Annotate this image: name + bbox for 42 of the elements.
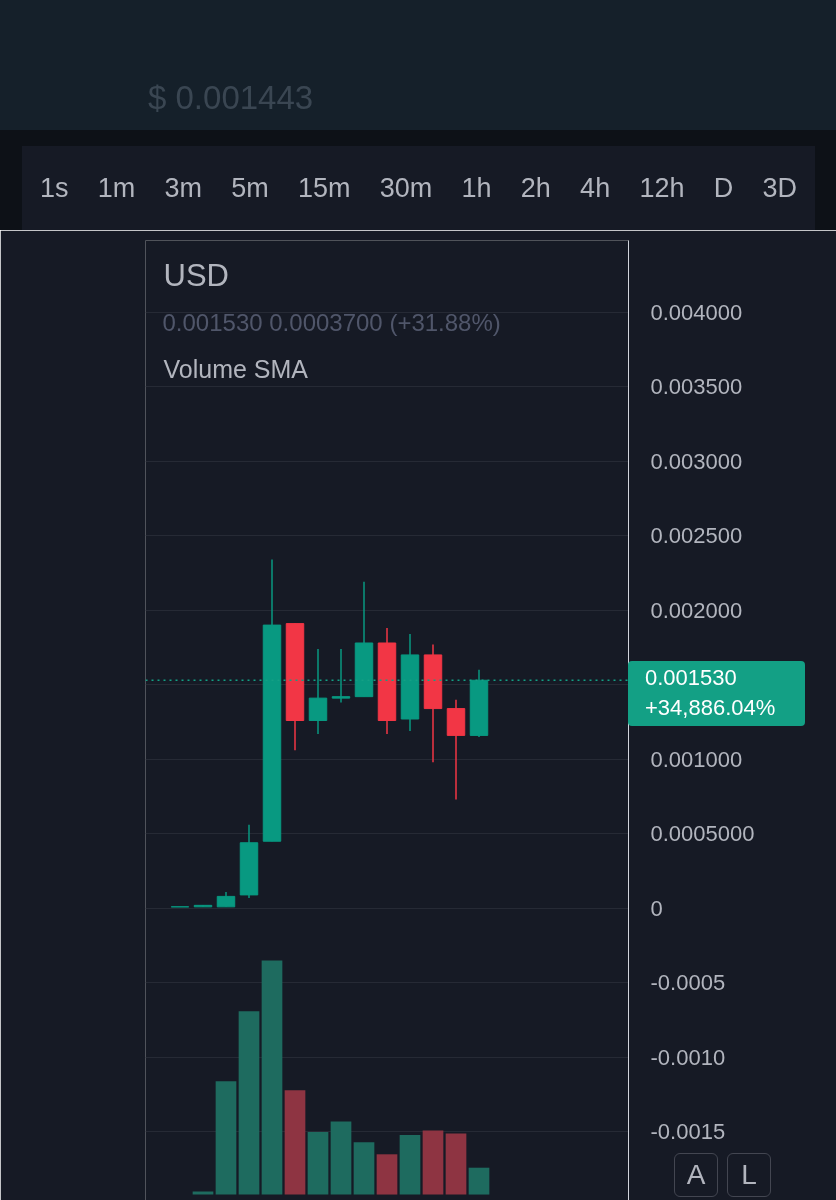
bar	[399, 1134, 421, 1195]
y-tick-label: 0.001000	[650, 746, 743, 772]
bar	[284, 1090, 306, 1195]
text: 2h	[520, 171, 551, 205]
bar	[238, 1011, 260, 1195]
ref-line-label: 0.001530 +34,886.04%	[645, 663, 777, 722]
text: D	[713, 171, 734, 205]
bar	[192, 1191, 214, 1195]
y-tick-label: 0.002500	[650, 523, 743, 549]
text: 3D	[762, 171, 797, 205]
bar	[376, 1154, 398, 1195]
text: 4h	[580, 171, 611, 205]
bar	[468, 1167, 490, 1195]
y-tick-label: 0.003000	[650, 448, 743, 474]
bar	[422, 1130, 444, 1195]
text: A	[674, 1153, 718, 1197]
y-tick-label: 0.0005000	[650, 821, 755, 847]
text: L	[727, 1153, 771, 1197]
text: 3m	[164, 171, 203, 205]
bar	[353, 1142, 375, 1195]
text: 1s	[40, 171, 69, 205]
bar	[261, 960, 283, 1195]
y-tick-label: 0.004000	[650, 299, 743, 325]
y-tick-label: -0.0015	[650, 1119, 726, 1145]
y-tick-label: 0	[650, 895, 663, 921]
bar	[215, 1081, 237, 1195]
text: 1m	[97, 171, 136, 205]
text: 12h	[639, 171, 685, 205]
bar	[445, 1133, 467, 1195]
text: 0.001530 0.0003700 (+31.88%)	[162, 309, 501, 336]
bar	[307, 1131, 329, 1195]
text: USD	[163, 258, 229, 293]
text: 15m	[298, 171, 351, 205]
y-tick-label: 0.003500	[650, 374, 743, 400]
text: 30m	[379, 171, 433, 205]
y-tick-label: -0.0010	[650, 1044, 726, 1070]
text: 5m	[231, 171, 269, 205]
y-tick-label: -0.0005	[650, 970, 726, 996]
bar	[330, 1121, 352, 1195]
text: 1h	[461, 171, 492, 205]
y-tick-label: 0.002000	[650, 597, 743, 623]
annotation: Volume SMA	[163, 354, 309, 383]
